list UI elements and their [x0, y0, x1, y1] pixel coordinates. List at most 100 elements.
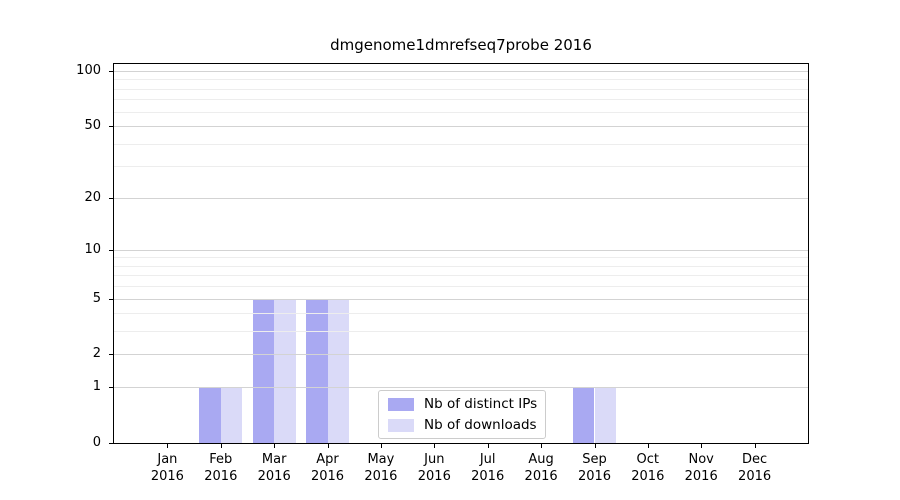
x-tick-year: 2016 [150, 469, 184, 484]
x-tick-year: 2016 [310, 469, 345, 484]
legend-entry-downloads: Nb of downloads [388, 417, 545, 433]
x-tick-year: 2016 [631, 469, 665, 484]
x-tick-month: Jul [479, 452, 496, 467]
x-tick-mark [487, 444, 489, 448]
x-tick-month: Feb [209, 452, 233, 467]
gridline-major [114, 354, 808, 356]
x-tick-mark [220, 444, 222, 448]
x-tick-month: May [367, 452, 395, 467]
gridline-minor [114, 166, 808, 168]
bar-distinct-ips-sep [573, 387, 595, 443]
x-tick-label: Jan 2016 [137, 451, 197, 485]
x-tick-year: 2016 [577, 469, 612, 484]
legend-label: Nb of downloads [424, 417, 537, 433]
gridline-major [114, 298, 808, 300]
x-tick-month: Sep [582, 452, 607, 467]
plot-area [113, 63, 809, 444]
x-tick-label: Sep 2016 [565, 451, 625, 485]
x-tick-month: Jun [424, 452, 445, 467]
x-tick-mark [541, 444, 543, 448]
x-tick-label: Nov 2016 [671, 451, 731, 485]
bar-distinct-ips-apr [306, 298, 328, 443]
gridline-minor [114, 286, 808, 288]
x-tick-month: Jan [157, 452, 178, 467]
x-tick-label: Aug 2016 [511, 451, 571, 485]
x-tick-mark [701, 444, 703, 448]
x-tick-mark [434, 444, 436, 448]
x-tick-year: 2016 [738, 469, 772, 484]
x-tick-mark [380, 444, 382, 448]
gridline-minor [114, 275, 808, 277]
x-tick-label: Oct 2016 [618, 451, 678, 485]
x-tick-year: 2016 [524, 469, 558, 484]
gridline-minor [114, 331, 808, 333]
x-tick-mark [754, 444, 756, 448]
gridline-minor [114, 143, 808, 145]
x-tick-mark [167, 444, 169, 448]
bar-downloads-sep [594, 387, 616, 443]
bar-downloads-mar [274, 298, 296, 443]
gridline-minor [114, 79, 808, 81]
gridline-major [114, 126, 808, 127]
y-tick-label: 50 [84, 118, 101, 133]
x-tick-month: Dec [742, 452, 768, 467]
bar-downloads-feb [220, 387, 243, 443]
gridline-minor [114, 257, 808, 259]
gridline-minor [114, 265, 808, 267]
x-tick-month: Apr [316, 452, 339, 467]
y-tick-label: 1 [92, 379, 101, 395]
x-tick-label: Jul 2016 [458, 451, 518, 485]
y-tick-mark [109, 443, 113, 444]
legend-swatch [388, 397, 414, 411]
x-tick-mark [647, 444, 649, 448]
x-tick-label: Mar 2016 [244, 451, 304, 485]
x-tick-year: 2016 [471, 469, 505, 484]
y-tick-label: 2 [92, 346, 101, 362]
legend: Nb of distinct IPs Nb of downloads [378, 390, 546, 439]
gridline-major [114, 197, 808, 199]
x-tick-month: Mar [261, 452, 287, 467]
y-tick-mark [109, 249, 113, 251]
x-tick-label: May 2016 [351, 451, 411, 485]
y-tick-mark [109, 387, 113, 389]
y-tick-label: 10 [84, 241, 101, 257]
gridline-minor [114, 111, 808, 113]
x-tick-year: 2016 [257, 469, 291, 484]
x-tick-year: 2016 [364, 469, 398, 484]
gridline-minor [114, 99, 808, 101]
x-tick-label: Jun 2016 [404, 451, 464, 485]
bar-downloads-apr [327, 298, 349, 443]
x-tick-label: Dec 2016 [725, 451, 785, 485]
y-tick-label: 0 [92, 435, 101, 450]
legend-entry-distinct-ips: Nb of distinct IPs [388, 396, 545, 412]
x-tick-mark [594, 444, 596, 448]
x-tick-year: 2016 [204, 469, 238, 484]
y-tick-label: 20 [84, 189, 101, 205]
y-tick-mark [109, 70, 113, 72]
x-tick-month: Oct [636, 452, 660, 467]
gridline-minor [114, 88, 808, 90]
x-tick-mark [274, 444, 276, 448]
chart-title: dmgenome1dmrefseq7probe 2016 [330, 36, 592, 54]
x-tick-year: 2016 [417, 469, 451, 484]
x-tick-year: 2016 [684, 469, 718, 484]
x-tick-label: Apr 2016 [298, 451, 358, 485]
gridline-minor [114, 313, 808, 315]
x-tick-mark [327, 444, 329, 448]
y-tick-mark [109, 298, 113, 300]
gridline-major [114, 70, 808, 72]
gridline-major [114, 249, 808, 251]
legend-label: Nb of distinct IPs [424, 396, 538, 412]
y-tick-mark [109, 354, 113, 356]
gridline-major [114, 387, 808, 389]
x-tick-label: Feb 2016 [191, 451, 251, 485]
x-tick-month: Nov [688, 452, 714, 467]
y-tick-mark [109, 126, 113, 127]
y-tick-label: 5 [92, 290, 101, 306]
x-tick-month: Aug [528, 452, 554, 467]
bar-distinct-ips-feb [199, 387, 221, 443]
y-tick-mark [109, 197, 113, 199]
y-tick-label: 100 [76, 62, 101, 78]
bar-distinct-ips-mar [252, 298, 275, 443]
